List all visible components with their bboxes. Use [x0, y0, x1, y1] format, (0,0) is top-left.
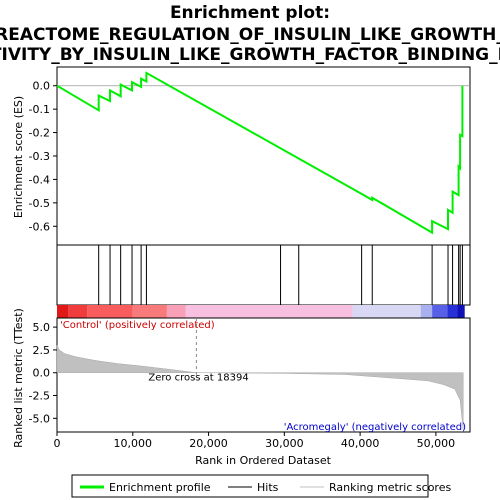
enrichment-profile-line [56, 71, 464, 235]
color-bar-segment [420, 305, 433, 318]
color-bar-segment [57, 305, 69, 318]
chart-title: Enrichment plot: REACTOME_REGULATION_OF_… [0, 3, 500, 65]
x-tick-label: 0 [54, 437, 61, 450]
metric-panel-frame [56, 317, 471, 433]
color-bar-segment [87, 305, 133, 318]
es-y-label: Enrichment score (ES) [12, 96, 25, 218]
rank-color-bar [57, 305, 465, 318]
legend-label: Hits [257, 481, 279, 494]
color-bar-segment [432, 305, 448, 318]
title-line-2: REACTOME_REGULATION_OF_INSULIN_LIKE_GROW… [0, 25, 500, 45]
color-bar-segment [132, 305, 167, 318]
metric-y-tick-label: 2.5 [33, 344, 51, 357]
legend-label: Enrichment profile [109, 481, 211, 494]
x-tick-label: 40,000 [341, 437, 380, 450]
title-line-3: TIVITY_BY_INSULIN_LIKE_GROWTH_FACTOR_BIN… [0, 45, 500, 65]
color-bar-segment [457, 305, 465, 318]
color-bar-segment [166, 305, 186, 318]
metric-y-tick-label: -5.0 [29, 412, 50, 425]
hits-marks [98, 245, 463, 305]
legend-label: Ranking metric scores [329, 481, 451, 494]
x-tick-label: 30,000 [265, 437, 304, 450]
color-bar-segment [185, 305, 353, 318]
es-y-tick-label: 0.0 [33, 80, 51, 93]
es-y-axis: 0.0 -0.1 -0.2 -0.3 -0.4 -0.5 -0.6 [29, 80, 57, 233]
es-y-tick-label: -0.5 [29, 197, 50, 210]
x-tick-label: 20,000 [189, 437, 228, 450]
color-bar-segment [447, 305, 458, 318]
metric-y-axis: 5.0 2.5 0.0 -2.5 -5.0 [29, 321, 57, 425]
x-axis: 0 10,000 20,000 30,000 40,000 50,000 [54, 432, 456, 450]
ranking-metric-area [56, 345, 464, 431]
metric-y-label: Ranked list metric (TTest) [12, 308, 25, 448]
zero-cross-label: Zero cross at 18394 [148, 373, 248, 384]
negative-correlation-label: 'Acromegaly' (negatively correlated) [284, 422, 466, 433]
es-y-tick-label: -0.3 [29, 150, 50, 163]
es-y-tick-label: -0.4 [29, 173, 50, 186]
x-tick-label: 10,000 [114, 437, 153, 450]
es-y-tick-label: -0.2 [29, 127, 50, 140]
metric-y-tick-label: 5.0 [33, 321, 51, 334]
metric-y-tick-label: -2.5 [29, 390, 50, 403]
metric-y-tick-label: 0.0 [33, 367, 51, 380]
x-tick-label: 50,000 [417, 437, 456, 450]
hits-panel-frame [56, 244, 471, 306]
legend-box [71, 474, 429, 498]
color-bar-segment [352, 305, 421, 318]
es-y-tick-label: -0.6 [29, 220, 50, 233]
legend: Enrichment profile Hits Ranking metric sco… [80, 481, 451, 494]
positive-correlation-label: 'Control' (positively correlated) [60, 320, 215, 331]
es-y-tick-label: -0.1 [29, 103, 50, 116]
title-line-1: Enrichment plot: [170, 3, 330, 23]
x-axis-label: Rank in Ordered Dataset [195, 454, 332, 467]
color-bar-segment [68, 305, 88, 318]
